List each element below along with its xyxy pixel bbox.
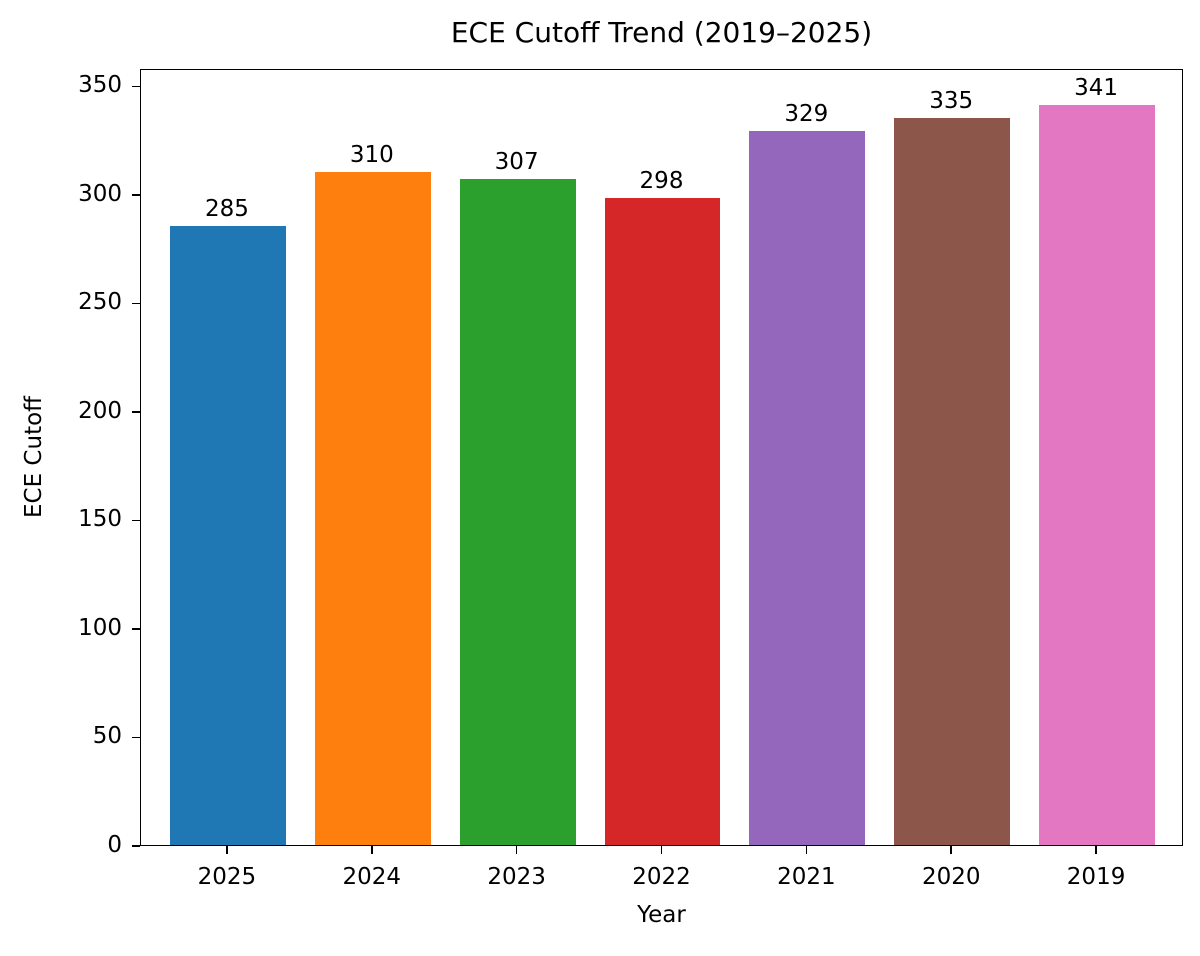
y-tick [132, 519, 140, 522]
x-tick [805, 846, 808, 854]
y-tick-label: 150 [78, 506, 122, 533]
y-tick-label: 100 [78, 614, 122, 641]
x-tick [515, 846, 518, 854]
y-axis-label: ECE Cutoff [21, 395, 47, 519]
x-tick-label: 2021 [777, 864, 836, 890]
bar-2023 [459, 178, 576, 845]
y-tick-label: 50 [92, 723, 122, 750]
y-tick [132, 628, 140, 630]
x-tick-label: 2020 [921, 864, 981, 890]
x-tick [660, 846, 663, 854]
x-tick [950, 846, 953, 854]
bar-value-label: 285 [204, 196, 249, 223]
y-tick-label: 200 [78, 397, 122, 424]
y-tick [132, 736, 140, 739]
bar-2022 [604, 198, 721, 845]
x-tick-label: 2022 [632, 864, 691, 890]
plot-area [140, 69, 1183, 846]
y-tick [132, 845, 140, 847]
bar-value-label: 307 [494, 148, 539, 175]
bar-value-label: 341 [1074, 74, 1119, 101]
y-tick [132, 302, 140, 305]
y-tick-label: 250 [78, 289, 122, 316]
y-tick [132, 194, 140, 196]
y-tick-label: 350 [78, 72, 122, 99]
bar-2025 [169, 226, 286, 845]
bar-2019 [1039, 104, 1155, 845]
bar-value-label: 298 [639, 168, 684, 195]
x-tick-label: 2019 [1066, 864, 1126, 890]
x-tick [1095, 846, 1097, 854]
x-tick [226, 846, 228, 854]
y-tick-label: 0 [107, 832, 122, 858]
x-tick-label: 2024 [342, 864, 402, 890]
x-tick-label: 2025 [197, 864, 257, 890]
bar-2020 [894, 117, 1011, 845]
bar-value-label: 335 [929, 87, 974, 114]
y-tick [132, 85, 140, 88]
bar-value-label: 310 [349, 142, 394, 169]
x-tick [370, 846, 373, 854]
chart-title: ECE Cutoff Trend (2019–2025) [450, 16, 873, 49]
y-tick-label: 300 [78, 180, 122, 207]
bar-value-label: 329 [784, 100, 829, 127]
x-tick-label: 2023 [487, 864, 546, 890]
bar-2021 [749, 130, 866, 845]
y-tick [132, 411, 140, 413]
x-axis-label: Year [637, 902, 686, 928]
bar-2024 [314, 172, 431, 845]
